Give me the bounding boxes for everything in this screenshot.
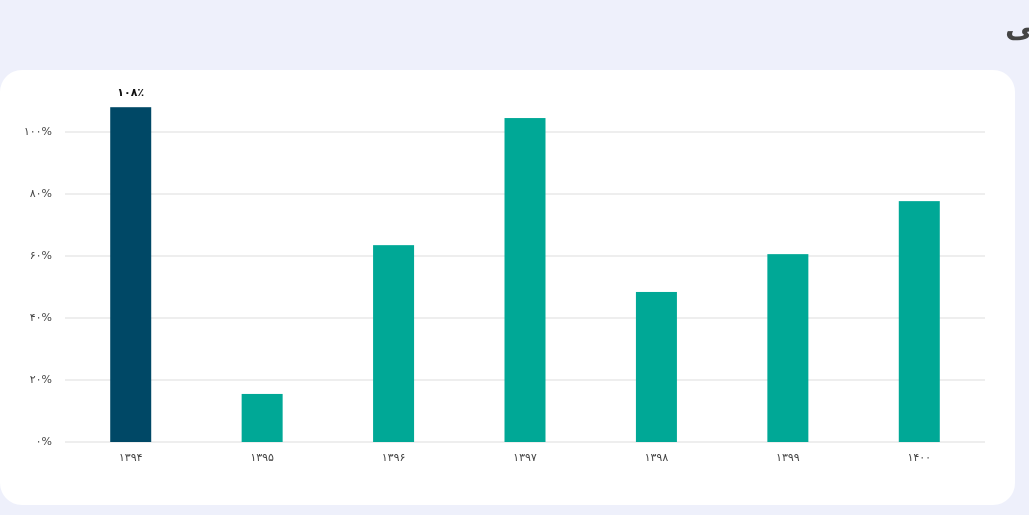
- value-label: ۱۰۸٪: [117, 86, 144, 99]
- chart-title: روند سود تقسیمی: [1005, 10, 1029, 45]
- bar: [635, 291, 677, 442]
- x-tick-label: ۱۳۹۸: [645, 451, 669, 464]
- bar: [241, 393, 283, 442]
- x-tick-label: ۱۴۰۰: [907, 451, 931, 464]
- y-tick-label: ۱۰۰%: [24, 125, 52, 138]
- bar: [504, 118, 546, 443]
- x-tick-label: ۱۳۹۶: [382, 451, 406, 464]
- bar: [110, 107, 152, 442]
- y-tick-label: ۸۰%: [30, 187, 52, 200]
- y-tick-label: ۴۰%: [30, 311, 52, 324]
- bar: [898, 201, 940, 442]
- bar: [767, 254, 809, 442]
- y-tick-label: ۶۰%: [30, 249, 52, 262]
- x-tick-label: ۱۳۹۹: [776, 451, 800, 464]
- x-tick-label: ۱۳۹۵: [250, 451, 274, 464]
- y-tick-label: ۰%: [36, 435, 52, 448]
- x-tick-label: ۱۳۹۷: [513, 451, 537, 464]
- x-tick-label: ۱۳۹۴: [119, 451, 143, 464]
- bar: [373, 245, 415, 442]
- y-tick-label: ۲۰%: [30, 373, 52, 386]
